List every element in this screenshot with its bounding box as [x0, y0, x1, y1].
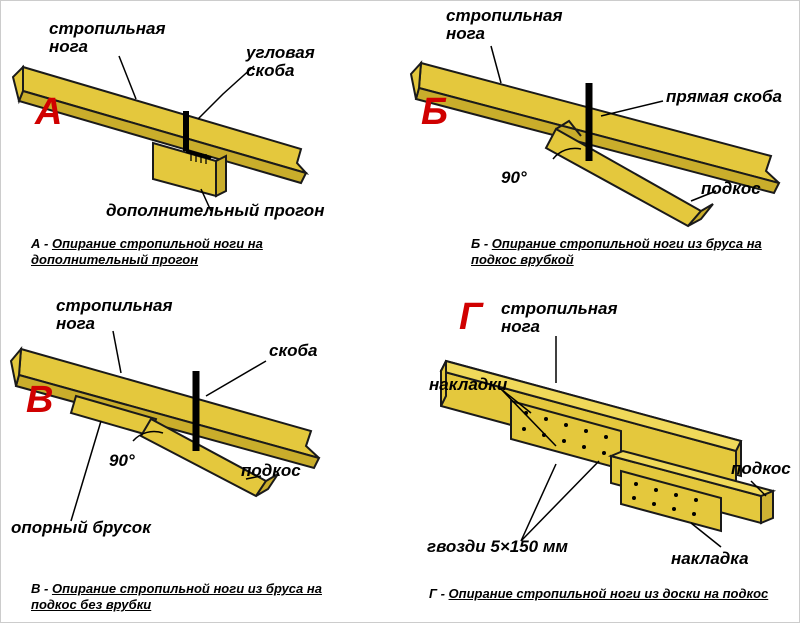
label-d-rafter1: стропильная [501, 299, 618, 319]
label-c-bracket: скоба [269, 341, 317, 361]
panel-c-letter: В [26, 379, 53, 422]
caption-c-l1: Опирание стропильной ноги из бруса на [52, 581, 322, 596]
caption-a-l2: дополнительный прогон [31, 252, 198, 267]
caption-b-l1: Опирание стропильной ноги из бруса на [492, 236, 762, 251]
label-d-plate: накладка [671, 549, 749, 569]
label-b-angle: 90° [501, 168, 527, 188]
label-a-bracket2: скоба [246, 61, 294, 81]
caption-d-prefix: Г - [429, 586, 449, 601]
panel-d-letter: Г [459, 296, 482, 339]
label-d-plates: накладки [429, 375, 507, 395]
caption-d: Г - Опирание стропильной ноги из доски н… [429, 586, 768, 602]
label-c-rafter1: стропильная [56, 296, 173, 316]
label-b-bracket: прямая скоба [666, 87, 782, 107]
panel-a-letter: А [35, 91, 62, 134]
label-c-strut: подкос [241, 461, 301, 481]
caption-c-l2: подкос без врубки [31, 597, 151, 612]
caption-b-l2: подкос врубкой [471, 252, 574, 267]
caption-a: А - Опирание стропильной ноги на дополни… [31, 236, 263, 269]
caption-b-prefix: Б - [471, 236, 492, 251]
label-c-rafter2: нога [56, 314, 95, 334]
label-b-strut: подкос [701, 179, 761, 199]
diagram-canvas: А стропильная нога угловая скоба дополни… [0, 0, 800, 623]
label-b-rafter2: нога [446, 24, 485, 44]
caption-d-l1: Опирание стропильной ноги из доски на по… [449, 586, 769, 601]
caption-a-l1: Опирание стропильной ноги на [52, 236, 263, 251]
label-a-rafter2: нога [49, 37, 88, 57]
label-a-bracket1: угловая [246, 43, 315, 63]
label-d-nails: гвозди 5×150 мм [427, 537, 568, 557]
panel-b-letter: Б [421, 91, 448, 134]
label-c-support: опорный брусок [11, 518, 151, 538]
label-c-angle: 90° [109, 451, 135, 471]
caption-c: В - Опирание стропильной ноги из бруса н… [31, 581, 322, 614]
label-b-rafter1: стропильная [446, 6, 563, 26]
label-d-rafter2: нога [501, 317, 540, 337]
caption-a-prefix: А - [31, 236, 52, 251]
panel-b-group [411, 46, 779, 226]
panel-d-group [441, 336, 773, 547]
caption-c-prefix: В - [31, 581, 52, 596]
label-a-purlin: дополнительный прогон [106, 201, 324, 221]
caption-b: Б - Опирание стропильной ноги из бруса н… [471, 236, 762, 269]
label-d-strut: подкос [731, 459, 791, 479]
label-a-rafter1: стропильная [49, 19, 166, 39]
